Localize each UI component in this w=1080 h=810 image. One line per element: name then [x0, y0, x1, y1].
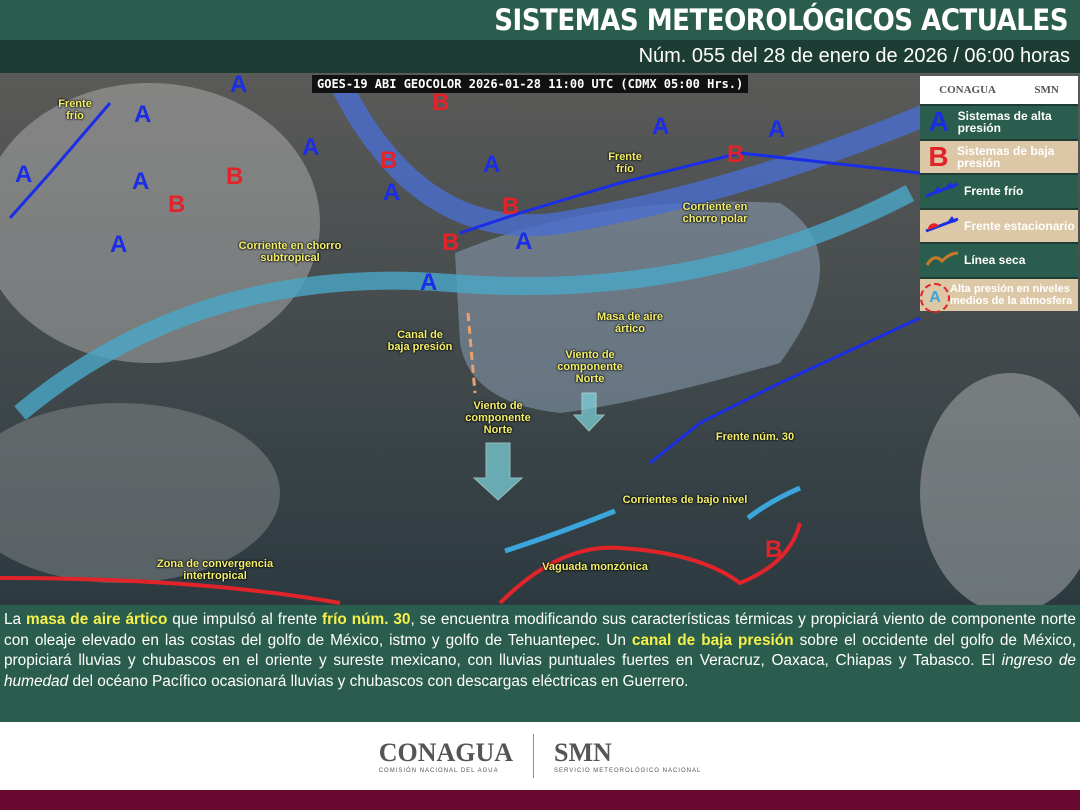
cold-front-30: [649, 316, 921, 465]
low-pressure-symbol: B: [226, 163, 244, 190]
weather-map: GOES-19 ABI GEOCOLOR 2026-01-28 11:00 UT…: [0, 73, 1080, 605]
legend-label: Alta presión en niveles medios de la atm…: [950, 282, 1073, 307]
smn-logo: SMN SERVICIO METEOROLÓGICO NACIONAL: [554, 738, 702, 774]
high-pressure-symbol: A: [15, 161, 33, 188]
legend-label: Sistemas de baja presión: [956, 143, 1055, 170]
label-low-level-currents: Corrientes de bajo nivel: [622, 494, 748, 506]
high-pressure-symbol: A: [302, 134, 320, 161]
footer-logos: CONAGUA COMISIÓN NACIONAL DEL AGUA SMN SER…: [0, 722, 1080, 790]
subtropical-jet: [14, 185, 915, 420]
legend-item-dry-line: Línea seca: [920, 242, 1078, 277]
bulletin-subtitle: Núm. 055 del 28 de enero de 2026 / 06:00…: [0, 40, 1080, 73]
high-icon: A: [928, 106, 949, 138]
legend-item-stationary-front: Frente estacionario: [920, 207, 1078, 242]
north-wind-arrow: [472, 442, 524, 501]
label-front-30: Frente núm. 30: [715, 431, 795, 443]
label-polar-jet: Corriente en chorro polar: [682, 201, 748, 225]
low-pressure-trough: [466, 312, 477, 394]
high-pressure-symbol: A: [110, 231, 128, 258]
high-pressure-symbol: A: [652, 113, 670, 140]
smn-logo: SMN: [1034, 84, 1059, 96]
satellite-caption: GOES-19 ABI GEOCOLOR 2026-01-28 11:00 UT…: [312, 75, 749, 93]
mid-level-high-icon: A: [920, 277, 950, 313]
low-icon: B: [928, 140, 949, 172]
label-monsoon-trough: Vaguada monzónica: [542, 561, 648, 573]
stationary-front-icon: [920, 210, 964, 242]
map-overlay: [0, 73, 1080, 605]
legend-item-low: B Sistemas de baja presión: [920, 138, 1078, 173]
cloud-cover: [0, 403, 280, 583]
legend-label: Frente frío: [964, 184, 1024, 199]
high-pressure-symbol: A: [483, 151, 501, 178]
dry-line-icon: [920, 244, 964, 276]
monsoon-trough: [0, 522, 802, 605]
high-pressure-symbol: A: [383, 179, 401, 206]
high-pressure-symbol: A: [768, 116, 786, 143]
cold-front-nw: [8, 102, 112, 219]
cloud-cover: [920, 373, 1080, 605]
legend-item-cold-front: Frente frío: [920, 173, 1078, 208]
legend-item-mid-level-high: A Alta presión en niveles medios de la at…: [920, 276, 1078, 313]
high-pressure-symbol: A: [230, 73, 248, 98]
high-pressure-symbol: A: [132, 168, 150, 195]
north-wind-arrow: [572, 392, 606, 432]
conagua-logo: CONAGUA COMISIÓN NACIONAL DEL AGUA: [378, 738, 514, 774]
low-pressure-symbol: B: [727, 141, 745, 168]
bottom-bar: [0, 790, 1080, 810]
cold-front-ne: [459, 151, 921, 235]
label-low-trough: Canal de baja presión: [387, 329, 453, 353]
high-pressure-symbol: A: [420, 269, 438, 296]
low-pressure-symbol: B: [765, 536, 783, 563]
label-subtropical-jet: Corriente en chorro subtropical: [238, 240, 342, 264]
low-pressure-symbol: B: [168, 191, 186, 218]
conagua-logo: CONAGUA: [939, 84, 997, 96]
low-pressure-symbol: B: [380, 147, 398, 174]
low-pressure-symbol: B: [442, 229, 460, 256]
label-north-wind: Viento de componente Norte: [465, 400, 531, 436]
low-level-currents: [504, 485, 801, 554]
label-itcz: Zona de convergencia intertropical: [156, 558, 274, 582]
low-pressure-symbol: B: [432, 89, 450, 116]
high-pressure-symbol: A: [515, 228, 533, 255]
label-cold-front: Frente frío: [608, 151, 642, 175]
high-pressure-symbol: A: [134, 101, 152, 128]
label-arctic-mass: Masa de aire ártico: [596, 311, 664, 335]
divider: [533, 734, 535, 778]
page-title: SISTEMAS METEOROLÓGICOS ACTUALES: [0, 0, 1080, 40]
legend-label: Sistemas de alta presión: [957, 109, 1052, 136]
label-cold-front: Frente frío: [58, 98, 92, 122]
legend-label: Frente estacionario: [964, 218, 1075, 233]
low-pressure-symbol: B: [502, 193, 520, 220]
polar-jet: [330, 78, 935, 237]
summary-text: La masa de aire ártico que impulsó al fr…: [0, 605, 1080, 722]
label-north-wind: Viento de componente Norte: [557, 349, 623, 385]
cold-front-icon: [920, 175, 964, 207]
legend-label: Línea seca: [964, 253, 1026, 268]
legend-item-high: A Sistemas de alta presión: [920, 104, 1078, 139]
legend-logos: CONAGUA SMN: [920, 76, 1078, 104]
